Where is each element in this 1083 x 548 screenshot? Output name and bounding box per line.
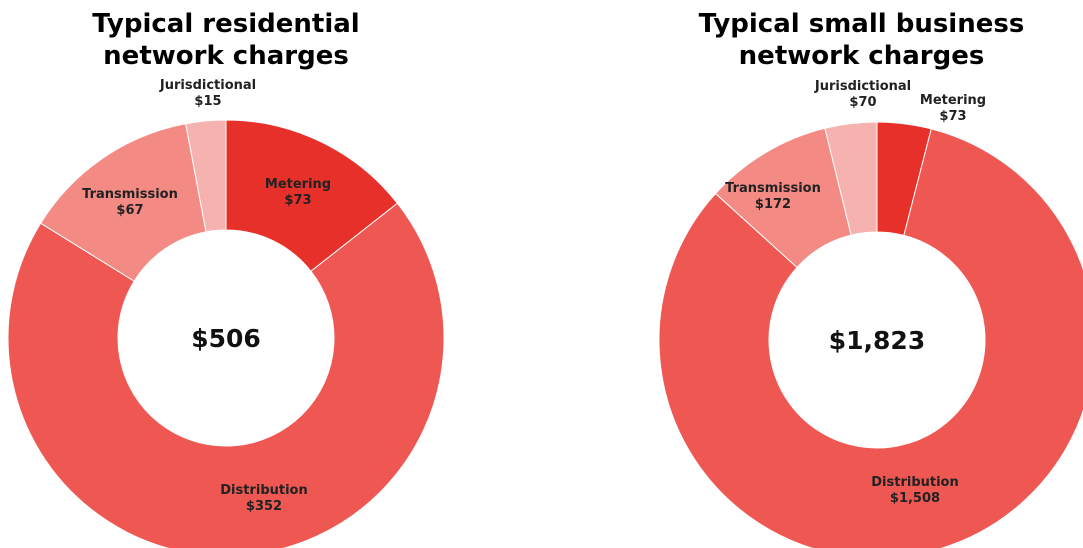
residential-label-transmission-name: Transmission (82, 187, 178, 202)
residential-slice-jurisdictional (185, 119, 227, 233)
business-label-transmission: Transmission $172 (725, 181, 821, 212)
business-label-jurisdictional-value: $70 (849, 95, 876, 110)
business-label-distribution: Distribution $1,508 (871, 475, 958, 506)
business-label-metering-value: $73 (939, 109, 966, 124)
residential-slice-metering (225, 119, 399, 272)
business-center-total: $1,823 (829, 326, 925, 355)
residential-label-distribution: Distribution $352 (220, 483, 307, 514)
business-label-jurisdictional-name: Jurisdictional (814, 79, 911, 94)
residential-slice-distribution (7, 202, 445, 548)
business-label-transmission-name: Transmission (725, 181, 821, 196)
business-title-line-1: Typical small business (698, 9, 1025, 39)
business-label-distribution-name: Distribution (871, 475, 958, 490)
residential-label-jurisdictional-name: Jurisdictional (159, 78, 256, 93)
residential-label-distribution-value: $352 (246, 499, 282, 514)
business-slice-distribution (658, 128, 1083, 548)
business-chart-title: Typical small business network charges (640, 8, 1083, 72)
residential-title-line-2: network charges (103, 41, 349, 71)
business-label-metering-name: Metering (920, 93, 986, 108)
business-chart-panel: Typical small business network charges M… (640, 0, 1083, 548)
residential-chart-panel: Typical residential network charges Mete… (0, 0, 452, 548)
residential-label-metering-value: $73 (284, 193, 311, 208)
business-label-metering: Metering $73 (920, 93, 986, 124)
business-donut-chart: Metering $73 Distribution $1,508 Transmissio… (658, 79, 1083, 548)
residential-label-metering: Metering $73 (265, 177, 331, 208)
residential-title-line-1: Typical residential (92, 9, 360, 39)
residential-center-total: $506 (191, 324, 261, 353)
business-label-jurisdictional: Jurisdictional $70 (814, 79, 911, 110)
residential-label-distribution-name: Distribution (220, 483, 307, 498)
residential-label-jurisdictional: Jurisdictional $15 (159, 78, 256, 109)
residential-label-metering-name: Metering (265, 177, 331, 192)
business-title-line-2: network charges (738, 41, 985, 71)
business-label-transmission-value: $172 (755, 197, 791, 212)
business-slice-jurisdictional (824, 121, 878, 236)
residential-chart-title: Typical residential network charges (0, 8, 452, 72)
business-label-distribution-value: $1,508 (890, 491, 940, 506)
residential-label-transmission-value: $67 (116, 203, 143, 218)
residential-label-transmission: Transmission $67 (82, 187, 178, 218)
residential-label-jurisdictional-value: $15 (194, 94, 221, 109)
